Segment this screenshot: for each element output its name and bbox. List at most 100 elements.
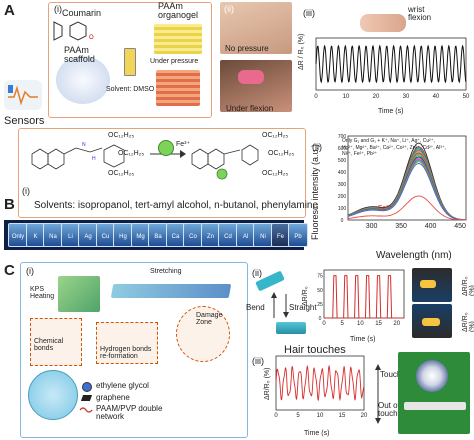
chart-c-ii-x-tick: 20 [393,321,400,327]
chart-c-iii-x-tick: 10 [317,413,324,419]
panel-b-i-box [18,128,306,218]
vial-label: K [33,234,38,240]
chain-label-2: OC₁₂H₂₅ [118,150,145,157]
organogel-image [154,24,202,54]
chart-b-y-tick: 300 [338,182,347,188]
vial-label: Hg [119,234,127,240]
chart-c-ii-x-tick: 10 [357,321,364,327]
panel-c-iii-label: (iii) [252,356,264,366]
finger-sensor-2 [422,318,440,326]
chart-a-xlabel: Time (s) [378,108,404,115]
vial-ni: Ni [253,223,273,247]
chart-b-frame [347,135,467,221]
chart-a-ylabel: ΔR / R₀ (%) [298,33,305,70]
chart-b-ylabel: Fluoresc. intensity (a.u.) [310,143,320,240]
photo-ylabel-1: ΔR/R₀ (%) [462,276,474,296]
straight-label: Straight [289,303,317,312]
hydrogen-bonds-box [96,322,158,364]
ethylene-glycol-icon [82,382,92,392]
chain-label-1: OC₁₂H₂₅ [108,132,135,139]
svg-text:O: O [89,35,94,41]
vial-label: Pb [294,234,302,240]
chart-a-svg: 0 10 20 30 40 50 [314,37,470,100]
chart-c-ii-y-tick: 75 [317,274,323,280]
straight-sensor-image [276,322,306,334]
chart-b-y-tick: 500 [338,158,347,164]
vial-label: Ba [154,234,162,240]
coumarin-structure: O [53,21,94,41]
chart-a-x-tick: 10 [343,94,350,100]
panel-a-i-label: (i) [54,4,62,14]
chart-c-iii-svg: 0 5 10 15 20 [274,355,368,419]
vial-label: Co [189,234,197,240]
sensor-strip-image [404,402,466,410]
finger-sensor-1 [420,280,436,288]
molecule-g1-structure: NH [31,142,125,170]
chart-c-iii-x-tick: 20 [361,413,368,419]
vial-label: Li [68,234,73,240]
hydrogen-bonds-label: Hydrogen bonds re-formation [100,346,152,360]
chart-c-ii-xlabel: Time (s) [350,336,376,343]
vial-strip-photo: Only K Na Li Ag Cu Hg Mg Ba Ca Co Zn Cd Al Ni Fe Pb [4,220,308,250]
chart-c-ii-svg: 0 5 10 15 20 0 25 50 75 [317,269,405,327]
chart-b-y-tick: 400 [338,170,347,176]
panel-c-ii-label: (ii) [252,268,262,278]
wrist-flexion-label: wrist flexion [408,5,432,22]
paam-organogel-label: PAAm organogel [158,1,199,20]
chart-c-ii-y-tick: 0 [319,316,322,322]
solvent-label: Solvent: DMSO [106,86,155,93]
chart-b-y-tick: 200 [338,194,347,200]
touch-label: Touch [380,370,402,379]
chain-label-6: OC₁₂H₂₅ [262,170,289,177]
under-flexion-photo [220,60,292,112]
damage-zone-circle [176,306,230,362]
no-pressure-photo [220,2,292,54]
panel-c-i-box [20,262,248,438]
spectrum-line-16 [347,195,467,221]
chart-c-ii-x-tick: 0 [322,321,326,327]
chain-label-4: OC₁₂H₂₅ [262,132,289,139]
pink-sensor-patch [238,70,264,84]
vial-label: Cd [224,234,232,240]
under-flexion-label: Under flexion [226,104,274,113]
sensors-label: Sensors [4,115,45,127]
wrist-photo [360,14,406,32]
solvents-label: Solvents: isopropanol, tert-amyl alcohol… [34,200,319,211]
photo-ylabel-2: ΔR/R₀ (%) [462,312,474,332]
chart-c-iii-ylabel: ΔR/R₀ (%) [264,367,271,400]
chart-b-legend: Only G₁ and G₁ + K⁺, Na⁺, Li⁺, Ag⁺, Cu²⁺… [342,138,446,157]
svg-text:H: H [92,156,96,162]
vial-label: Fe [276,234,284,240]
chart-c-ii-x-tick: 5 [341,321,345,327]
legend-graphene: graphene [96,393,130,402]
chain-label-3: OC₁₂H₂₅ [108,170,135,177]
fe3-curve-label: Fe³⁺ [378,205,393,212]
paam-scaffold-image [56,56,110,104]
chain-label-5: OC₁₂H₂₅ [268,150,295,157]
chart-a-x-tick: 0 [314,94,318,100]
out-of-touch-label: Out of touch [378,401,400,418]
vial-label: Zn [206,234,214,240]
chart-a-x-tick: 30 [403,94,410,100]
chart-a-x-tick: 40 [433,94,440,100]
chart-b-svg: 0 100 200 300 400 500 600 700 300 350 400 450 [338,134,467,230]
pressed-organogel-image [156,70,200,106]
chart-b-y-tick: 700 [338,134,347,140]
fe-ion-icon [158,140,174,156]
panel-c-label: C [4,262,15,279]
panel-b-i-label: (i) [22,186,30,196]
panel-a-iii-label: (iii) [303,8,315,18]
vial-mg: Mg [130,223,151,247]
chart-b-y-tick: 100 [338,206,347,212]
chart-c-iii-xlabel: Time (s) [304,430,330,437]
legend-ethylene-glycol: ethylene glycol [96,381,149,390]
chart-c-ii-ylabel: ΔR/R₀ [302,286,309,306]
touch-arrows [375,364,381,424]
chart-b-x-tick: 400 [425,223,437,230]
vial-pb: Pb [288,223,308,247]
vial-label: Ca [171,234,180,240]
chart-c-ii-y-tick: 25 [317,302,323,308]
chart-b-xlabel: Wavelength (nm) [376,250,452,261]
vial-label: Na [49,234,57,240]
coumarin-label: Coumarin [62,8,102,18]
